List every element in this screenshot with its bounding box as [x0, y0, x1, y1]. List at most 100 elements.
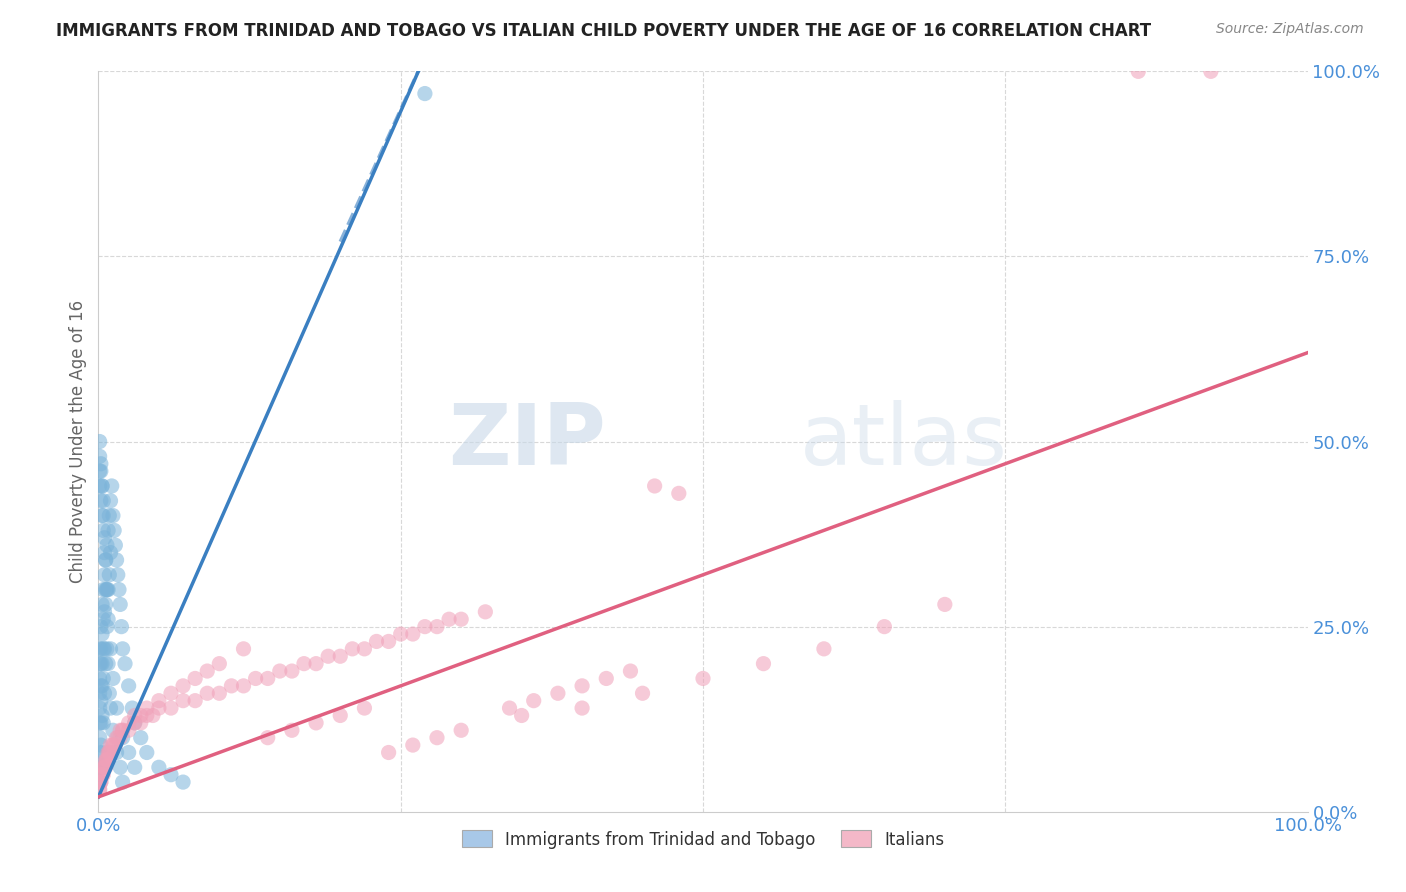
- Point: [172, 775, 194, 789]
- Point: [118, 679, 141, 693]
- Point: [104, 738, 127, 752]
- Point: [111, 723, 134, 738]
- Point: [377, 634, 399, 648]
- Point: [94, 553, 117, 567]
- Point: [329, 649, 352, 664]
- Point: [94, 760, 117, 774]
- Point: [353, 701, 375, 715]
- Point: [129, 731, 152, 745]
- Point: [90, 493, 112, 508]
- Point: [90, 715, 112, 730]
- Point: [413, 87, 436, 101]
- Point: [97, 746, 120, 760]
- Point: [256, 731, 278, 745]
- Point: [108, 723, 131, 738]
- Point: [91, 760, 114, 774]
- Point: [90, 694, 112, 708]
- Point: [366, 634, 388, 648]
- Point: [91, 641, 114, 656]
- Legend: Immigrants from Trinidad and Tobago, Italians: Immigrants from Trinidad and Tobago, Ita…: [456, 823, 950, 855]
- Point: [619, 664, 641, 678]
- Point: [184, 672, 207, 686]
- Point: [101, 738, 124, 752]
- Point: [752, 657, 775, 671]
- Point: [498, 701, 520, 715]
- Point: [121, 701, 143, 715]
- Point: [97, 612, 120, 626]
- Point: [124, 708, 146, 723]
- Point: [91, 767, 114, 781]
- Point: [89, 641, 111, 656]
- Point: [91, 715, 114, 730]
- Point: [90, 457, 112, 471]
- Point: [91, 612, 114, 626]
- Point: [208, 657, 231, 671]
- Point: [103, 524, 125, 538]
- Point: [94, 553, 117, 567]
- Point: [426, 731, 449, 745]
- Point: [100, 701, 122, 715]
- Point: [571, 701, 593, 715]
- Point: [108, 760, 131, 774]
- Text: atlas: atlas: [800, 400, 1008, 483]
- Point: [90, 641, 112, 656]
- Point: [342, 641, 364, 656]
- Point: [104, 538, 127, 552]
- Point: [108, 731, 131, 745]
- Point: [89, 479, 111, 493]
- Point: [107, 567, 129, 582]
- Point: [91, 598, 114, 612]
- Point: [426, 619, 449, 633]
- Point: [93, 605, 115, 619]
- Point: [353, 641, 375, 656]
- Text: ZIP: ZIP: [449, 400, 606, 483]
- Point: [292, 657, 315, 671]
- Point: [100, 479, 122, 493]
- Point: [124, 715, 146, 730]
- Point: [107, 731, 129, 745]
- Point: [100, 641, 122, 656]
- Point: [100, 738, 122, 752]
- Point: [89, 434, 111, 449]
- Point: [474, 605, 496, 619]
- Point: [873, 619, 896, 633]
- Point: [135, 701, 157, 715]
- Point: [91, 708, 114, 723]
- Point: [96, 753, 118, 767]
- Point: [89, 731, 111, 745]
- Point: [98, 508, 121, 523]
- Point: [93, 760, 115, 774]
- Point: [160, 767, 183, 781]
- Point: [89, 672, 111, 686]
- Point: [91, 627, 114, 641]
- Point: [90, 679, 112, 693]
- Point: [1128, 64, 1150, 78]
- Point: [89, 450, 111, 464]
- Point: [105, 701, 128, 715]
- Point: [437, 612, 460, 626]
- Point: [105, 746, 128, 760]
- Point: [111, 775, 134, 789]
- Point: [96, 538, 118, 552]
- Point: [402, 627, 425, 641]
- Point: [93, 546, 115, 560]
- Point: [129, 708, 152, 723]
- Point: [91, 524, 114, 538]
- Point: [148, 701, 170, 715]
- Point: [101, 672, 124, 686]
- Point: [89, 746, 111, 760]
- Point: [96, 753, 118, 767]
- Point: [413, 619, 436, 633]
- Point: [105, 731, 128, 745]
- Point: [91, 508, 114, 523]
- Point: [450, 723, 472, 738]
- Point: [305, 657, 328, 671]
- Point: [256, 672, 278, 686]
- Point: [97, 753, 120, 767]
- Point: [91, 508, 114, 523]
- Point: [129, 715, 152, 730]
- Point: [89, 686, 111, 700]
- Point: [91, 493, 114, 508]
- Point: [89, 701, 111, 715]
- Point: [118, 746, 141, 760]
